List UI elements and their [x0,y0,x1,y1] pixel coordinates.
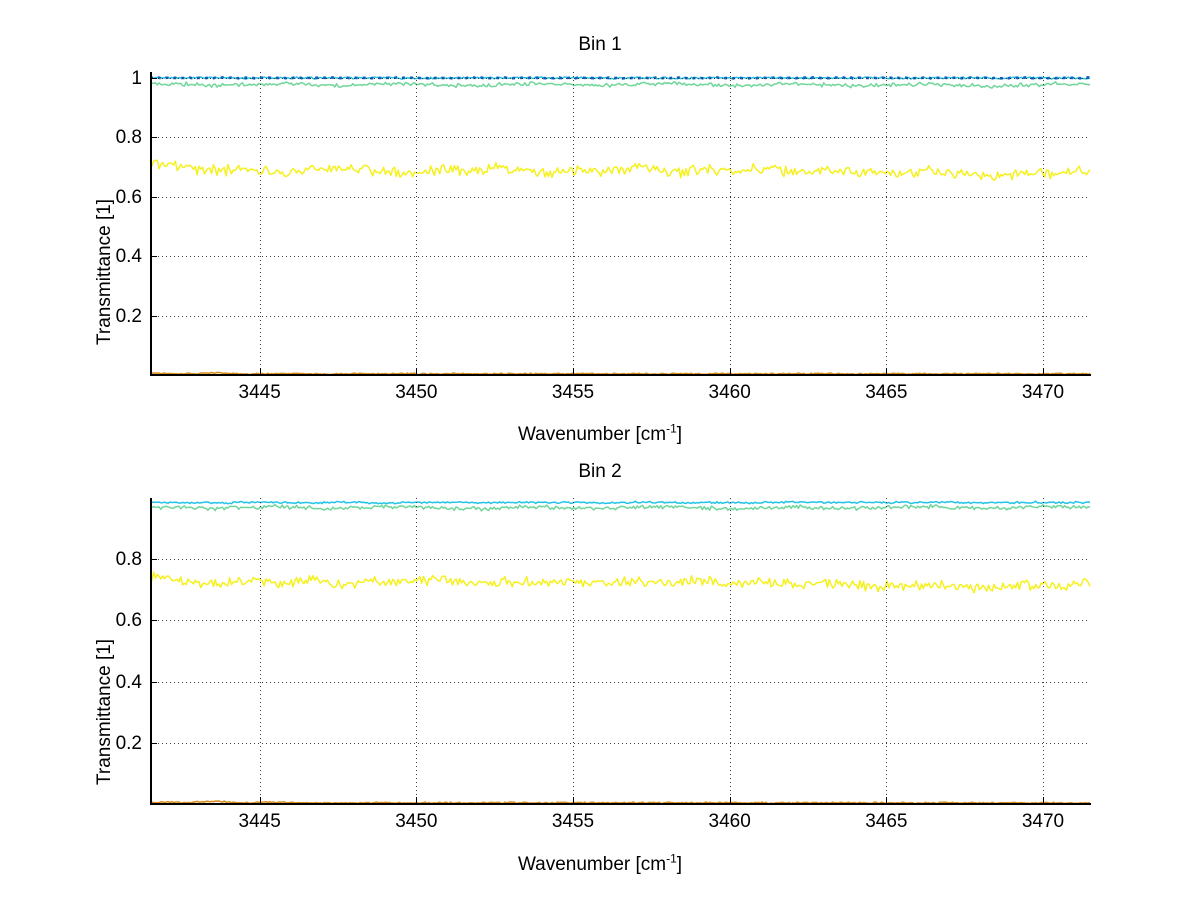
y-tick-label: 0.8 [115,127,142,149]
y-tick-mark [150,196,157,198]
y-axis-label-bin-2: Transmittance [1] [94,638,115,785]
trace-yellow-trace [149,571,1091,594]
trace-cyan-trace [149,500,1091,505]
grid-line-horizontal [150,681,1090,683]
grid-line-horizontal [150,620,1090,622]
panel-title-bin-1: Bin 1 [578,34,622,55]
x-tick-label: 3450 [395,811,438,832]
y-tick-label: 1 [131,67,142,89]
trace-cyan-trace [149,76,1091,80]
y-tick-mark [150,77,157,79]
x-tick-mark [573,797,574,804]
y-tick-label: 0.8 [115,549,142,571]
x-tick-mark [886,368,888,375]
grid-line-horizontal [150,559,1090,561]
x-axis-label-tail: ] [676,424,683,445]
y-tick-label: 0.2 [115,732,142,754]
traces-bin-2 [149,500,1091,805]
x-tick-label: 3470 [1021,382,1065,403]
grid-line-vertical [886,498,888,804]
y-tick-mark [150,256,157,258]
x-axis-line-bin-1 [150,374,1091,376]
panel-title-bin-2: Bin 2 [578,461,622,482]
y-axis-line-bin-2 [150,498,152,805]
grid-line-vertical [259,72,261,375]
y-tick-mark [150,681,157,683]
grid-line-vertical [886,72,888,375]
x-axis-label-bin-1: Wavenumber [cm-1] [0,421,1200,446]
grid-line-horizontal [150,315,1090,317]
y-tick-label: 0.6 [115,610,142,632]
trace-orange-baseline-trace [149,800,1091,805]
grid-line-vertical [573,72,574,375]
grid-line-vertical [259,498,261,804]
grid-line-horizontal [150,77,1090,79]
x-axis-label-bin-2: Wavenumber [cm-1] [0,851,1200,876]
y-tick-mark [150,315,157,317]
x-tick-mark [729,368,731,375]
x-tick-mark [416,797,418,804]
x-axis-label-exponent: -1 [666,851,677,866]
x-tick-label: 3465 [865,811,908,832]
trace-green-trace [149,503,1091,512]
y-axis-line-bin-1 [150,72,152,376]
x-tick-mark [1043,368,1044,375]
x-tick-mark [729,797,731,804]
grid-line-vertical [1043,498,1044,804]
y-tick-mark [150,742,157,744]
x-tick-label: 3460 [708,811,751,832]
x-tick-label: 3445 [238,811,281,832]
x-tick-mark [573,368,574,375]
y-tick-mark [150,137,157,139]
grid-line-horizontal [150,196,1090,198]
x-axis-line-bin-2 [150,803,1091,805]
x-tick-label: 3470 [1021,811,1065,832]
x-tick-label: 3460 [708,382,751,403]
x-tick-mark [259,797,261,804]
grid-line-vertical [416,498,418,804]
grid-line-vertical [1043,72,1044,375]
y-tick-mark [150,559,157,561]
grid-line-vertical [573,498,574,804]
y-tick-label: 0.4 [115,246,142,268]
plot-area-bin-1 [149,72,1091,376]
x-axis-label-tail: ] [676,854,683,875]
x-tick-label: 3455 [551,382,595,403]
x-axis-label-exponent: -1 [666,421,677,436]
grid-line-vertical [416,72,418,375]
x-axis-label-text: Wavenumber [cm [517,854,667,875]
x-tick-mark [886,797,888,804]
y-tick-mark [150,620,157,622]
x-tick-label: 3455 [551,811,595,832]
grid-line-vertical [729,72,731,375]
y-tick-label: 0.4 [115,671,142,693]
x-tick-label: 3465 [865,382,908,403]
x-tick-label: 3450 [395,382,438,403]
x-tick-mark [1043,797,1044,804]
trace-green-trace [149,81,1091,89]
plot-area-bin-2 [149,498,1091,805]
y-tick-label: 0.6 [115,186,142,208]
trace-yellow-trace [149,159,1091,181]
grid-line-horizontal [150,742,1090,744]
traces-bin-1 [149,76,1091,376]
x-tick-label: 3445 [238,382,281,403]
grid-line-horizontal [150,256,1090,258]
panel-bin-1: Bin 1 Transmittance [1] Wavenumber [cm-1… [0,34,1200,446]
grid-line-vertical [729,498,731,804]
panel-bin-2: Bin 2 Transmittance [1] Wavenumber [cm-1… [0,455,1200,901]
x-axis-label-text: Wavenumber [cm [517,424,667,445]
x-tick-mark [416,368,418,375]
y-tick-label: 0.2 [115,305,142,327]
grid-line-horizontal [150,137,1090,139]
x-tick-mark [259,368,261,375]
